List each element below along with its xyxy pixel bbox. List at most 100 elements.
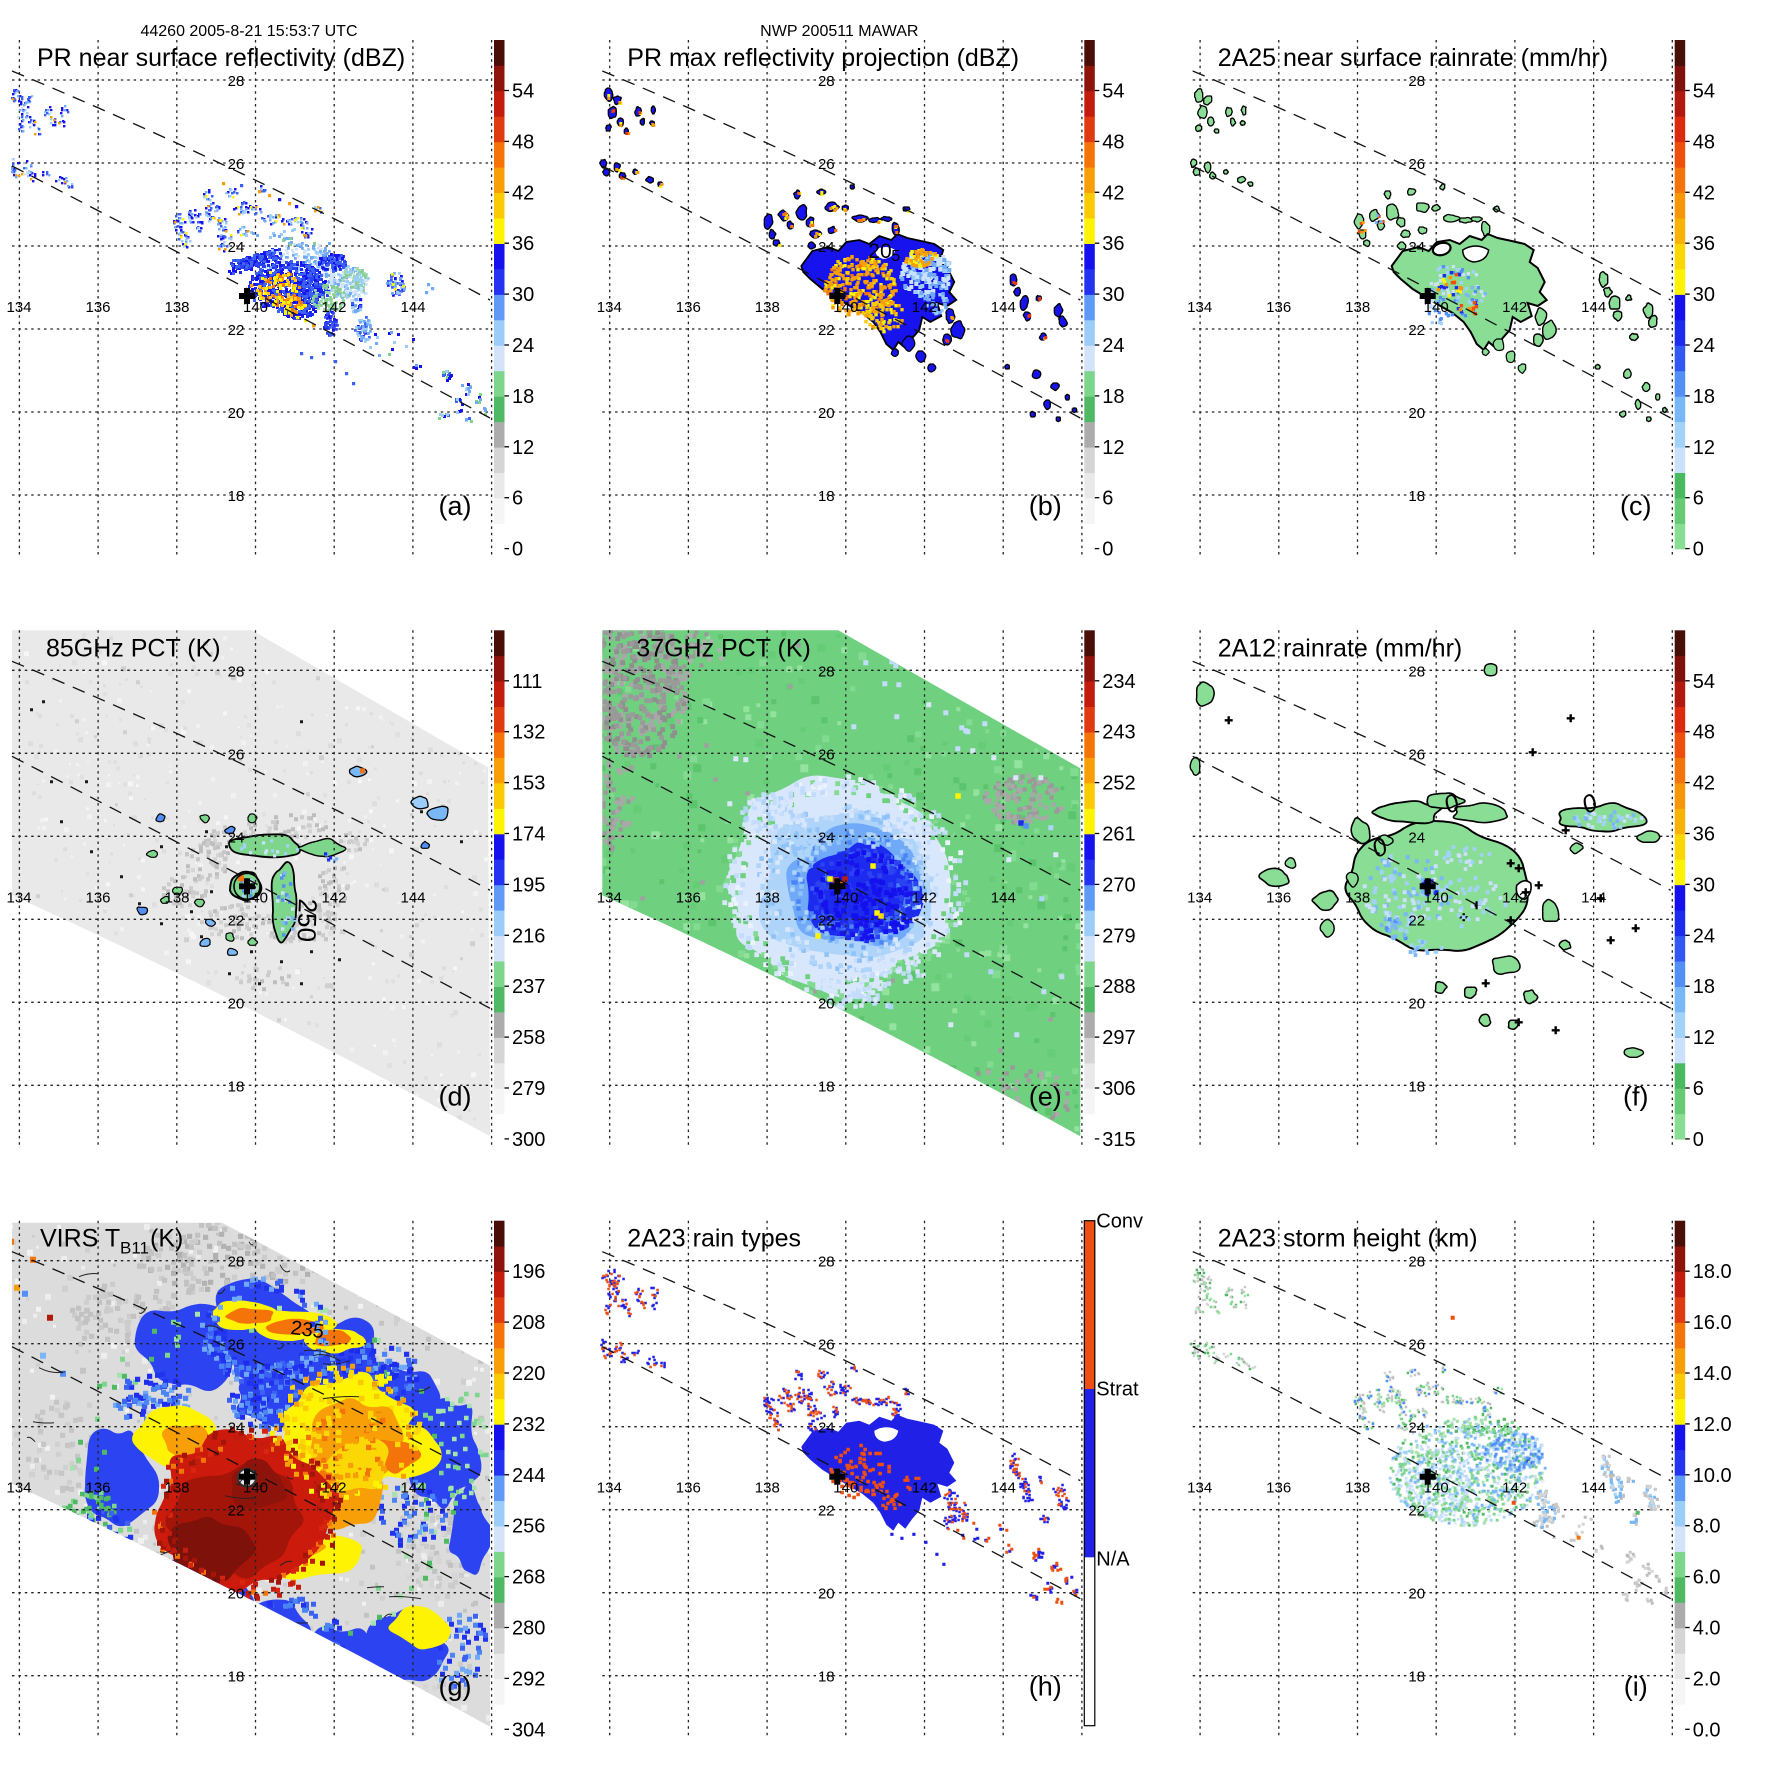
svg-text:20: 20 (868, 240, 891, 263)
svg-text:24: 24 (1408, 1420, 1425, 1437)
svg-text:208: 208 (512, 1312, 545, 1334)
svg-text:134: 134 (597, 889, 622, 906)
svg-text:18: 18 (1693, 976, 1715, 998)
svg-text:16.0: 16.0 (1693, 1312, 1732, 1334)
svg-text:VIRS T: VIRS T (40, 1225, 120, 1253)
svg-text:134: 134 (1187, 889, 1212, 906)
svg-text:36: 36 (512, 233, 534, 255)
svg-text:300: 300 (512, 1129, 545, 1151)
svg-text:22: 22 (818, 1503, 835, 1520)
svg-text:20: 20 (818, 1586, 835, 1603)
svg-text:18: 18 (1693, 386, 1715, 408)
svg-text:111: 111 (512, 671, 542, 693)
svg-text:20: 20 (1408, 995, 1425, 1012)
svg-text:136: 136 (676, 1480, 701, 1497)
svg-text:28: 28 (228, 663, 245, 680)
svg-text:18: 18 (1408, 1669, 1425, 1686)
svg-text:54: 54 (512, 81, 534, 103)
svg-text:258: 258 (512, 1027, 545, 1049)
svg-text:18: 18 (1408, 1078, 1425, 1095)
svg-text:24: 24 (818, 1420, 835, 1437)
svg-text:(e): (e) (1029, 1081, 1062, 1111)
svg-text:138: 138 (755, 889, 780, 906)
svg-text:142: 142 (321, 299, 346, 316)
svg-text:144: 144 (400, 299, 425, 316)
svg-text:26: 26 (818, 1337, 835, 1354)
svg-text:22: 22 (228, 322, 245, 339)
svg-text:36: 36 (1693, 824, 1715, 846)
svg-text:28: 28 (818, 73, 835, 90)
svg-text:24: 24 (512, 335, 534, 357)
svg-text:280: 280 (512, 1618, 545, 1640)
svg-text:0.0: 0.0 (1693, 1719, 1721, 1741)
svg-text:144: 144 (1581, 299, 1606, 316)
svg-text:18: 18 (818, 488, 835, 505)
svg-text:26: 26 (228, 156, 245, 173)
svg-text:136: 136 (676, 889, 701, 906)
svg-text:220: 220 (512, 1363, 545, 1385)
svg-text:2A23 rain types: 2A23 rain types (627, 1225, 801, 1253)
svg-text:28: 28 (228, 1254, 245, 1271)
svg-text:268: 268 (512, 1567, 545, 1589)
svg-text:18: 18 (1408, 488, 1425, 505)
svg-text:26: 26 (818, 156, 835, 173)
svg-text:22: 22 (1408, 322, 1425, 339)
svg-text:0: 0 (1693, 1129, 1704, 1151)
svg-text:6: 6 (512, 488, 523, 510)
svg-text:216: 216 (512, 925, 545, 947)
svg-text:20: 20 (228, 405, 245, 422)
svg-text:54: 54 (1693, 81, 1715, 103)
svg-text:(i): (i) (1624, 1672, 1648, 1702)
svg-text:306: 306 (1102, 1078, 1135, 1100)
svg-text:6: 6 (1693, 1078, 1704, 1100)
svg-text:256: 256 (512, 1516, 545, 1538)
svg-text:134: 134 (6, 299, 31, 316)
svg-text:36: 36 (1693, 233, 1715, 255)
svg-text:85GHz PCT (K): 85GHz PCT (K) (46, 634, 221, 662)
svg-text:18: 18 (228, 1669, 245, 1686)
svg-text:138: 138 (755, 299, 780, 316)
svg-text:24: 24 (1693, 335, 1715, 357)
svg-text:24: 24 (228, 239, 245, 256)
svg-text:144: 144 (400, 889, 425, 906)
svg-text:48: 48 (512, 131, 534, 153)
svg-text:10.0: 10.0 (1693, 1465, 1732, 1487)
svg-text:26: 26 (228, 746, 245, 763)
svg-text:138: 138 (164, 889, 189, 906)
svg-text:138: 138 (1345, 299, 1370, 316)
svg-text:144: 144 (991, 1480, 1016, 1497)
svg-text:20: 20 (1408, 1586, 1425, 1603)
svg-text:134: 134 (6, 1480, 31, 1497)
svg-text:2.0: 2.0 (1693, 1668, 1721, 1690)
svg-text:134: 134 (1187, 1480, 1212, 1497)
svg-text:144: 144 (400, 1480, 425, 1497)
svg-text:279: 279 (512, 1078, 545, 1100)
svg-text:18: 18 (228, 488, 245, 505)
svg-text:142: 142 (912, 299, 937, 316)
svg-text:142: 142 (1502, 889, 1527, 906)
svg-text:42: 42 (1102, 182, 1124, 204)
svg-text:12: 12 (512, 437, 534, 459)
svg-text:0: 0 (1693, 539, 1704, 561)
svg-text:288: 288 (1102, 976, 1135, 998)
svg-text:(g): (g) (439, 1672, 472, 1702)
svg-text:(f): (f) (1623, 1081, 1648, 1111)
svg-text:42: 42 (1693, 182, 1715, 204)
svg-text:22: 22 (1408, 912, 1425, 929)
svg-text:28: 28 (1408, 73, 1425, 90)
svg-text:44260 2005-8-21 15:53:7 UTC: 44260 2005-8-21 15:53:7 UTC (140, 23, 357, 40)
svg-text:196: 196 (512, 1261, 545, 1283)
svg-text:136: 136 (85, 1480, 110, 1497)
svg-text:237: 237 (512, 976, 545, 998)
svg-text:235: 235 (289, 1317, 325, 1343)
svg-text:12: 12 (1102, 437, 1124, 459)
svg-text:20: 20 (228, 1586, 245, 1603)
svg-text:24: 24 (818, 239, 835, 256)
svg-text:28: 28 (818, 663, 835, 680)
svg-text:12: 12 (1693, 437, 1715, 459)
svg-text:0: 0 (512, 539, 523, 561)
svg-text:26: 26 (1408, 746, 1425, 763)
svg-text:142: 142 (321, 1480, 346, 1497)
svg-text:(a): (a) (439, 491, 472, 521)
svg-text:48: 48 (1693, 131, 1715, 153)
